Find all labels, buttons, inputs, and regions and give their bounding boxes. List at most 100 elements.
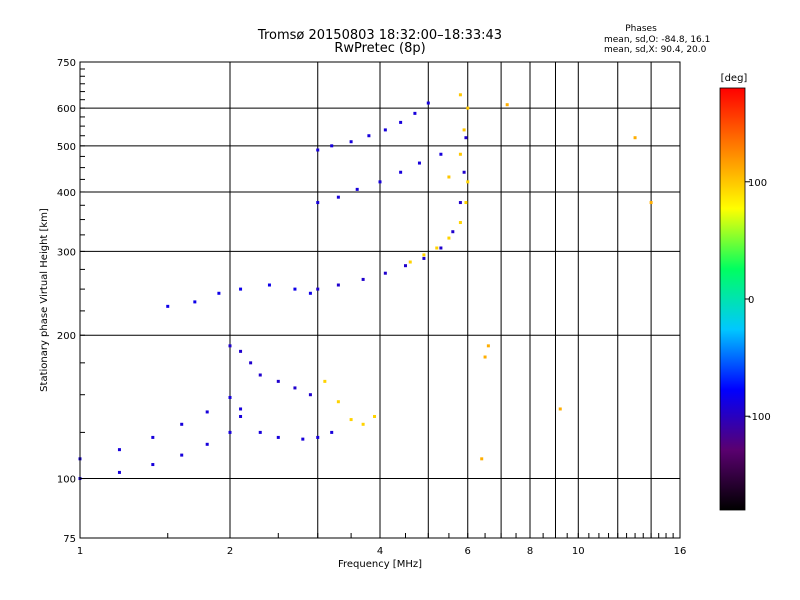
data-point xyxy=(217,291,221,295)
data-point xyxy=(336,400,340,404)
data-point xyxy=(466,106,470,110)
colorbar xyxy=(719,87,746,511)
data-point xyxy=(323,379,327,383)
data-point xyxy=(399,170,403,174)
data-point xyxy=(361,422,365,426)
x-tick-label: 4 xyxy=(377,546,383,557)
data-point xyxy=(558,407,562,411)
data-point xyxy=(151,463,155,467)
data-point xyxy=(383,271,387,275)
data-point xyxy=(330,430,334,434)
data-point xyxy=(239,407,243,411)
data-point xyxy=(458,152,462,156)
y-tick-label: 200 xyxy=(57,331,76,342)
x-tick-label: 16 xyxy=(674,546,687,557)
data-point xyxy=(422,253,426,257)
y-tick-label: 600 xyxy=(57,104,76,115)
data-point xyxy=(408,260,412,264)
colorbar-tick-label: -100 xyxy=(748,412,771,423)
x-tick-label: 8 xyxy=(527,546,533,557)
data-point xyxy=(462,170,466,174)
phases-label: Phases xyxy=(625,24,657,34)
data-point xyxy=(462,128,466,132)
data-point xyxy=(308,393,312,397)
data-point xyxy=(316,287,320,291)
data-point xyxy=(336,283,340,287)
data-point xyxy=(486,344,490,348)
data-point xyxy=(293,386,297,390)
data-point xyxy=(308,291,312,295)
phases-x-stats: mean, sd,X: 90.4, 20.0 xyxy=(604,45,707,55)
colorbar-tick-label: 0 xyxy=(748,295,754,306)
data-point xyxy=(330,144,334,148)
data-point xyxy=(426,101,430,105)
data-point xyxy=(447,236,451,240)
data-point xyxy=(355,187,359,191)
phases-o-stats: mean, sd,O: -84.8, 16.1 xyxy=(604,35,710,45)
data-point xyxy=(403,264,407,268)
y-tick-label: 750 xyxy=(57,58,76,69)
data-point xyxy=(373,414,377,418)
data-point xyxy=(458,221,462,225)
data-point xyxy=(649,201,653,205)
data-point xyxy=(349,140,353,144)
data-point xyxy=(316,148,320,152)
y-tick-label: 500 xyxy=(57,142,76,153)
colorbar-label: [deg] xyxy=(721,73,748,84)
x-tick-label: 2 xyxy=(227,546,233,557)
data-point xyxy=(239,287,243,291)
data-point xyxy=(367,134,371,138)
data-point xyxy=(417,161,421,165)
data-point xyxy=(383,128,387,132)
data-point xyxy=(480,457,484,461)
data-point xyxy=(239,414,243,418)
data-point xyxy=(633,136,637,140)
x-tick-label: 10 xyxy=(572,546,585,557)
x-axis-label: Frequency [MHz] xyxy=(338,559,422,570)
data-point xyxy=(451,230,455,234)
data-point xyxy=(193,300,197,304)
data-point xyxy=(399,120,403,124)
chart-title: Tromsø 20150803 18:32:00–18:33:43 xyxy=(257,28,502,43)
data-point xyxy=(117,470,121,474)
data-point xyxy=(413,111,417,115)
y-tick-label: 300 xyxy=(57,247,76,258)
y-tick-label: 100 xyxy=(57,475,76,486)
data-point xyxy=(180,453,184,457)
data-point xyxy=(276,435,280,439)
data-point xyxy=(466,180,470,184)
data-point xyxy=(464,136,468,140)
colorbar-tick-label: 100 xyxy=(748,178,767,189)
x-tick-label: 6 xyxy=(465,546,471,557)
data-point xyxy=(293,287,297,291)
grid xyxy=(80,62,680,538)
data-point xyxy=(349,418,353,422)
data-point xyxy=(378,180,382,184)
data-point xyxy=(316,201,320,205)
data-point xyxy=(422,256,426,260)
data-point xyxy=(435,246,439,250)
data-point xyxy=(258,373,262,377)
axis-ticks: 1 2 4 6 8 10 16 75 100 200 300 400 500 600 750 xyxy=(57,58,686,557)
data-point xyxy=(267,283,271,287)
data-point xyxy=(439,152,443,156)
chart-subtitle: RwPretec (8p) xyxy=(334,41,425,56)
data-point xyxy=(151,435,155,439)
data-point xyxy=(258,430,262,434)
data-point xyxy=(228,344,232,348)
data-point xyxy=(228,430,232,434)
data-points xyxy=(78,93,653,481)
data-point xyxy=(361,277,365,281)
data-point xyxy=(205,442,209,446)
data-point xyxy=(336,195,340,199)
data-point xyxy=(316,435,320,439)
data-point xyxy=(180,422,184,426)
data-point xyxy=(301,437,305,441)
data-point xyxy=(483,355,487,359)
data-point xyxy=(505,103,509,107)
data-point xyxy=(447,175,451,179)
y-tick-label: 75 xyxy=(63,534,76,545)
data-point xyxy=(458,201,462,205)
data-point xyxy=(205,410,209,414)
